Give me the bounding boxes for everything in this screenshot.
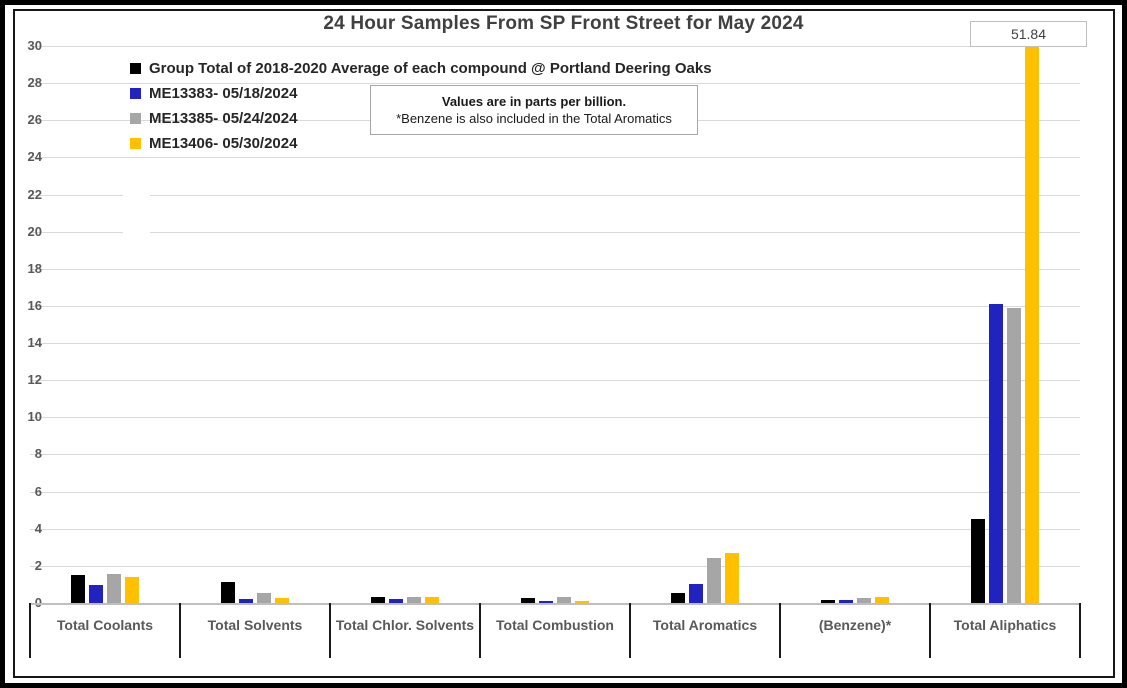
gridline bbox=[30, 46, 1080, 47]
y-axis-tick-label: 28 bbox=[27, 75, 42, 91]
bar bbox=[857, 598, 871, 603]
gridline bbox=[30, 305, 1080, 307]
gridline bbox=[30, 380, 1080, 382]
y-axis-tick-label: 2 bbox=[34, 557, 42, 573]
gridline bbox=[30, 268, 1080, 270]
legend-swatch-icon bbox=[130, 88, 141, 99]
category-separator bbox=[1079, 603, 1081, 658]
bar bbox=[839, 600, 853, 603]
bar bbox=[221, 581, 235, 603]
bar bbox=[125, 577, 139, 603]
gridline bbox=[30, 343, 1080, 345]
bar bbox=[239, 599, 253, 603]
bar bbox=[539, 601, 553, 603]
x-axis-category-label: Total Chlor. Solvents bbox=[335, 617, 475, 633]
y-axis-tick-label: 18 bbox=[27, 260, 42, 276]
x-axis-category-label: Total Aliphatics bbox=[953, 617, 1057, 633]
category-separator bbox=[779, 603, 781, 658]
bar bbox=[71, 575, 85, 603]
bar bbox=[389, 599, 403, 603]
bar bbox=[557, 597, 571, 603]
x-axis-category-label: Total Aromatics bbox=[652, 617, 758, 633]
bar bbox=[425, 596, 439, 603]
legend-item: Group Total of 2018-2020 Average of each… bbox=[130, 60, 712, 77]
bar bbox=[1007, 307, 1021, 603]
y-axis-tick-label: 4 bbox=[34, 520, 42, 536]
legend-label: Group Total of 2018-2020 Average of each… bbox=[149, 60, 712, 77]
note-benzene-text: *Benzene is also included in the Total A… bbox=[396, 111, 672, 126]
bar bbox=[671, 592, 685, 603]
gridline bbox=[30, 231, 1080, 233]
bar bbox=[971, 519, 985, 603]
category-separator bbox=[179, 603, 181, 658]
gridline bbox=[30, 528, 1080, 530]
bar bbox=[407, 597, 421, 603]
y-axis-tick-label: 0 bbox=[6, 595, 42, 611]
legend-item: ME13385- 05/24/2024 bbox=[130, 110, 712, 127]
y-axis-tick-label: 12 bbox=[27, 372, 42, 388]
gridline bbox=[30, 454, 1080, 456]
bar bbox=[689, 584, 703, 603]
category-separator bbox=[29, 603, 31, 658]
bar bbox=[725, 552, 739, 603]
bar bbox=[275, 598, 289, 603]
y-axis-tick-label: 30 bbox=[27, 38, 42, 53]
bar bbox=[371, 596, 385, 603]
y-axis-tick-label: 20 bbox=[27, 223, 42, 239]
gridline bbox=[30, 565, 1080, 567]
legend-item: ME13383- 05/18/2024 bbox=[130, 85, 712, 102]
legend-label: ME13406- 05/30/2024 bbox=[149, 135, 298, 152]
y-axis-tick-label: 16 bbox=[27, 297, 42, 313]
legend-label: ME13383- 05/18/2024 bbox=[149, 85, 298, 102]
x-axis-category-label: Total Combustion bbox=[496, 617, 614, 633]
y-axis-tick-label: 14 bbox=[27, 335, 42, 351]
legend-swatch-icon bbox=[130, 138, 141, 149]
y-axis-tick-label: 26 bbox=[27, 112, 42, 128]
bar bbox=[521, 598, 535, 603]
bar bbox=[875, 596, 889, 603]
bar bbox=[89, 585, 103, 603]
category-separator bbox=[329, 603, 331, 658]
gridline bbox=[30, 491, 1080, 493]
bar bbox=[575, 601, 589, 603]
gridline bbox=[30, 194, 1080, 196]
gridline bbox=[30, 417, 1080, 419]
bar bbox=[257, 592, 271, 603]
x-axis-category-label: Total Coolants bbox=[56, 617, 154, 633]
y-axis-tick-label: 8 bbox=[34, 446, 42, 462]
x-axis-category-label: Total Solvents bbox=[207, 617, 303, 633]
y-axis-tick-label: 10 bbox=[27, 409, 42, 425]
legend: Group Total of 2018-2020 Average of each… bbox=[130, 60, 712, 160]
category-separator bbox=[479, 603, 481, 658]
x-axis-category-label: (Benzene)* bbox=[818, 617, 892, 633]
note-box: Values are in parts per billion. *Benzen… bbox=[370, 85, 698, 135]
empty-textbox-artifact bbox=[123, 192, 150, 244]
legend-label: ME13385- 05/24/2024 bbox=[149, 110, 298, 127]
bar bbox=[107, 574, 121, 603]
legend-item: ME13406- 05/30/2024 bbox=[130, 135, 712, 152]
category-separator bbox=[929, 603, 931, 658]
clipped-value-text: 51.84 bbox=[1010, 26, 1047, 42]
gridline bbox=[30, 157, 1080, 159]
gridline bbox=[30, 83, 1080, 85]
legend-swatch-icon bbox=[130, 63, 141, 74]
category-separator bbox=[629, 603, 631, 658]
y-axis-tick-label: 22 bbox=[27, 186, 42, 202]
x-axis-line bbox=[30, 603, 1080, 605]
bar bbox=[989, 304, 1003, 603]
chart-title: 24 Hour Samples From SP Front Street for… bbox=[323, 13, 804, 34]
bar bbox=[821, 600, 835, 603]
y-axis-tick-label: 24 bbox=[27, 149, 42, 165]
clipped-value-callout: 51.84 bbox=[970, 21, 1087, 47]
legend-swatch-icon bbox=[130, 113, 141, 124]
y-axis-tick-label: 6 bbox=[34, 483, 42, 499]
bar bbox=[1025, 46, 1039, 603]
note-units-text: Values are in parts per billion. bbox=[441, 94, 627, 109]
bar bbox=[707, 558, 721, 603]
